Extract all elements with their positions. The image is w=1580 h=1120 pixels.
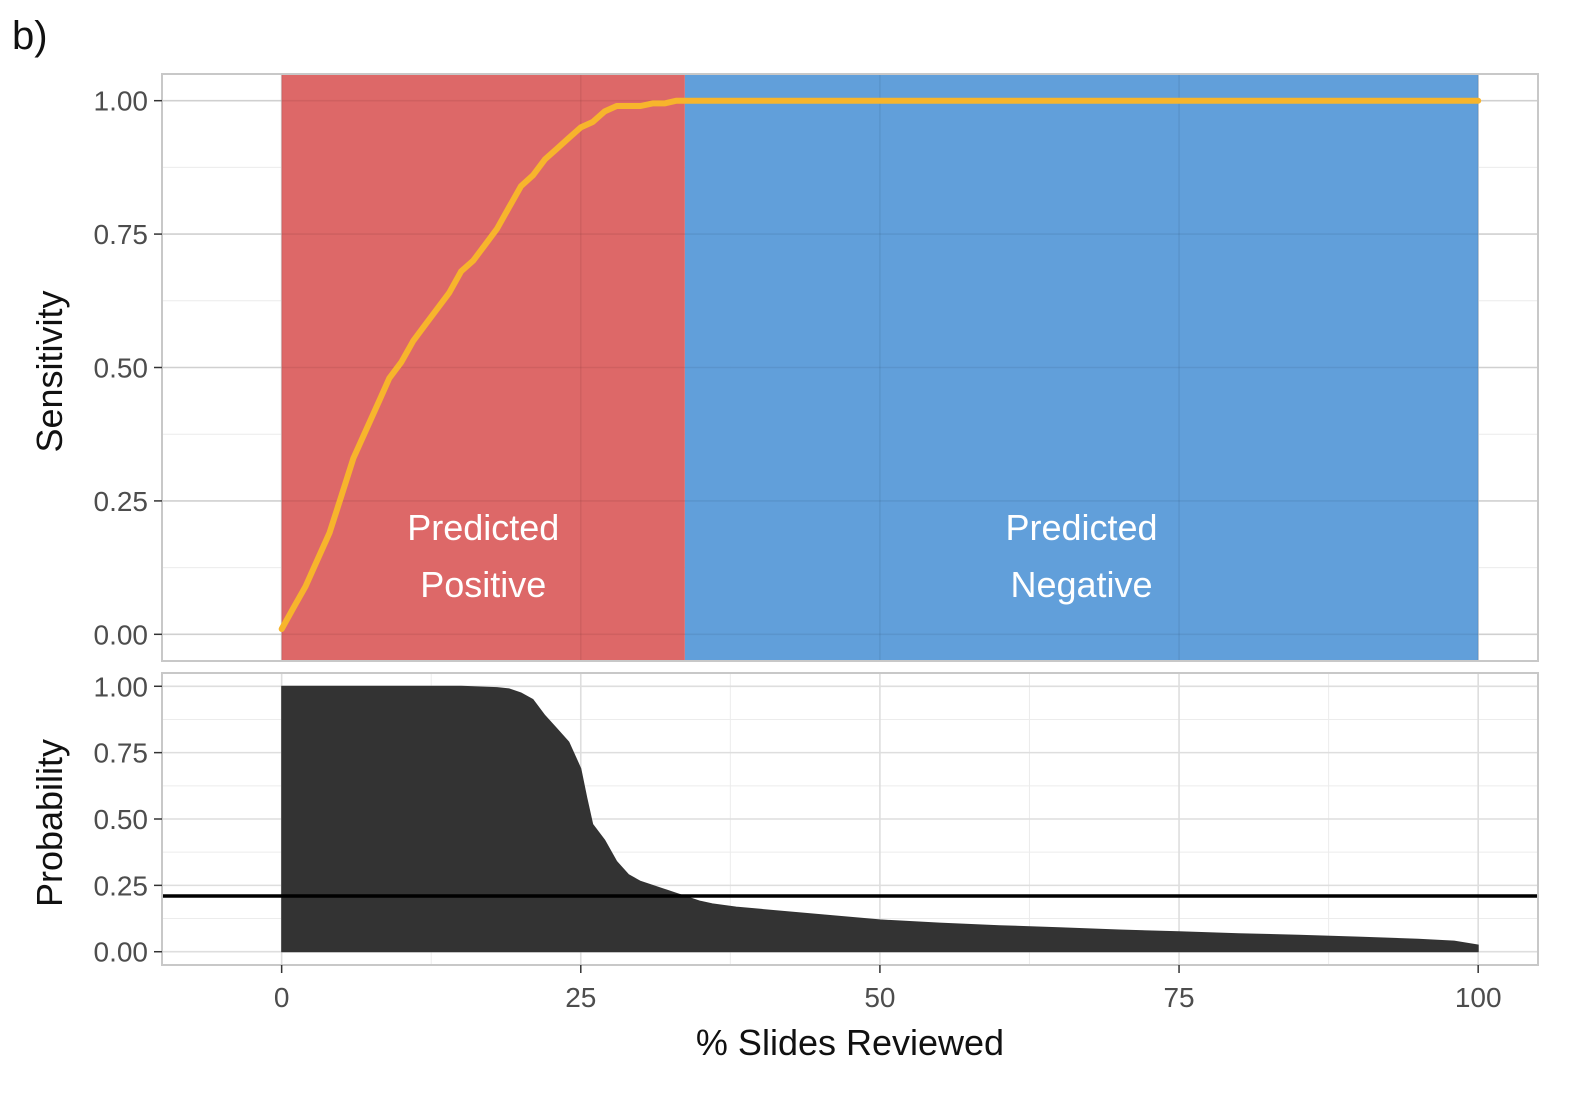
predicted-negative-label-line-1: Predicted: [1005, 507, 1157, 548]
sensitivity-axis-title: Sensitivity: [29, 290, 70, 452]
x-axis-title: % Slides Reviewed: [696, 1022, 1004, 1063]
probability-y-tick-label: 1.00: [94, 671, 149, 702]
sensitivity-panel: Predicted Positive Predicted Negative 0.00 0.…: [94, 73, 1539, 662]
probability-y-tick-label: 0.25: [94, 870, 149, 901]
probability-y-tick-label: 0.75: [94, 738, 149, 769]
x-tick-label: 25: [565, 982, 596, 1013]
x-tick-label: 50: [864, 982, 895, 1013]
sensitivity-y-tick-label: 0.25: [94, 486, 149, 517]
probability-y-tick-label: 0.00: [94, 937, 149, 968]
x-tick-label: 100: [1455, 982, 1502, 1013]
predicted-positive-label-line-1: Predicted: [407, 507, 559, 548]
predicted-negative-region: [684, 74, 1479, 661]
probability-axis-title: Probability: [29, 739, 70, 907]
sensitivity-y-tick-label: 0.50: [94, 353, 149, 384]
predicted-positive-region: [281, 74, 685, 661]
figure-label: b): [12, 14, 48, 58]
x-tick-label: 75: [1163, 982, 1194, 1013]
sensitivity-y-tick-label: 0.75: [94, 219, 149, 250]
x-tick-label: 0: [274, 982, 290, 1013]
probability-y-tick-label: 0.50: [94, 804, 149, 835]
probability-panel: 0.00 0.25 0.50 0.75 1.00 0 25 50 75 100: [94, 671, 1539, 1013]
probability-area: [281, 685, 1479, 953]
predicted-negative-label-line-2: Negative: [1010, 564, 1152, 605]
predicted-positive-label-line-2: Positive: [420, 564, 546, 605]
axis-titles: Sensitivity Probability % Slides Reviewed: [29, 290, 1004, 1063]
sensitivity-y-tick-label: 0.00: [94, 619, 149, 650]
sensitivity-y-tick-label: 1.00: [94, 86, 149, 117]
sensitivity-series-line: [278, 97, 1482, 632]
